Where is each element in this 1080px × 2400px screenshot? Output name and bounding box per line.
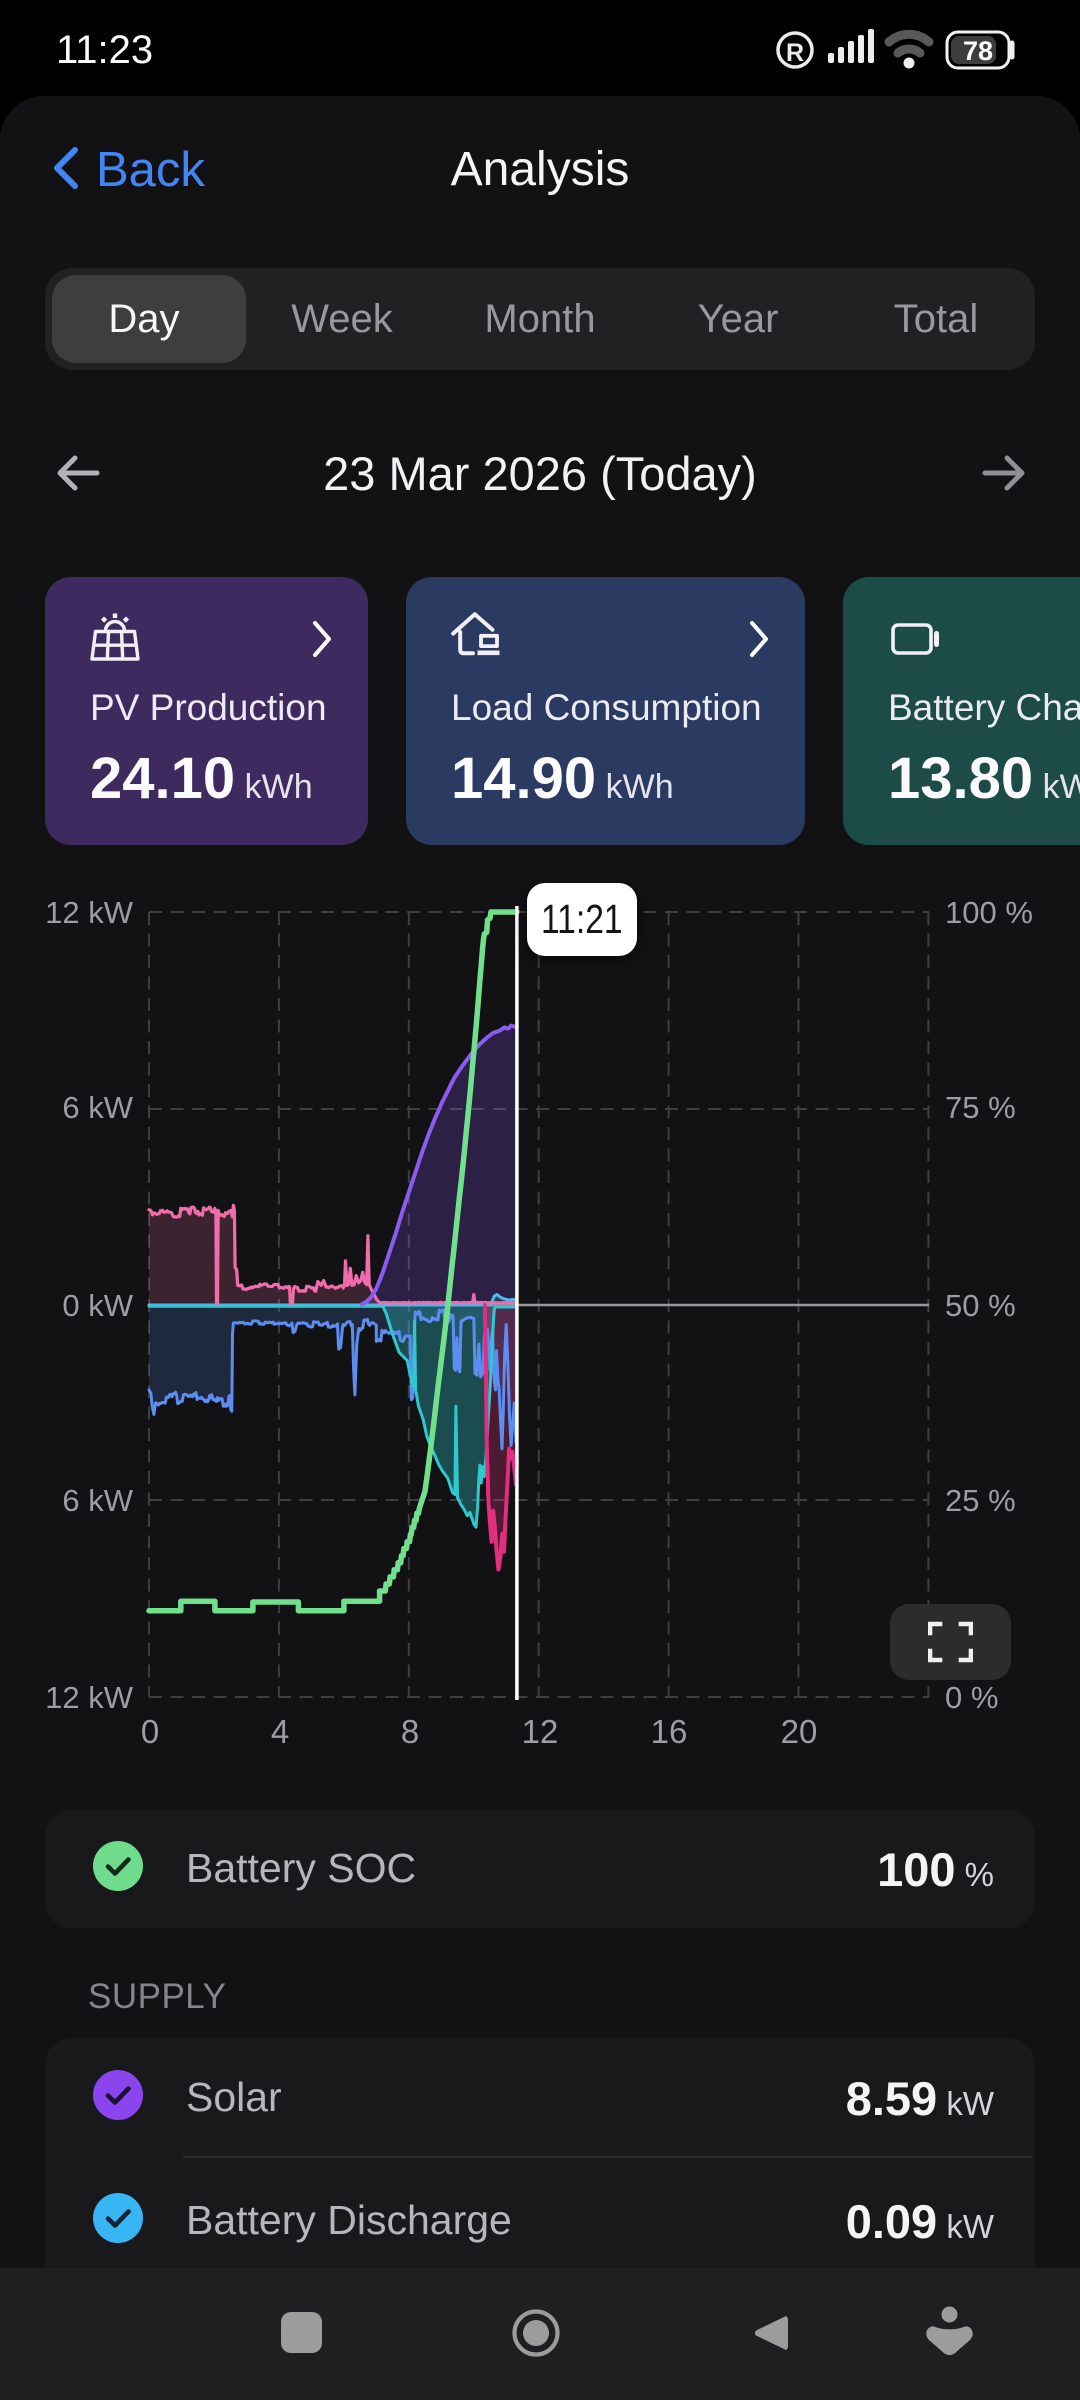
- svg-text:R: R: [786, 39, 804, 67]
- svg-text:78: 78: [963, 36, 993, 66]
